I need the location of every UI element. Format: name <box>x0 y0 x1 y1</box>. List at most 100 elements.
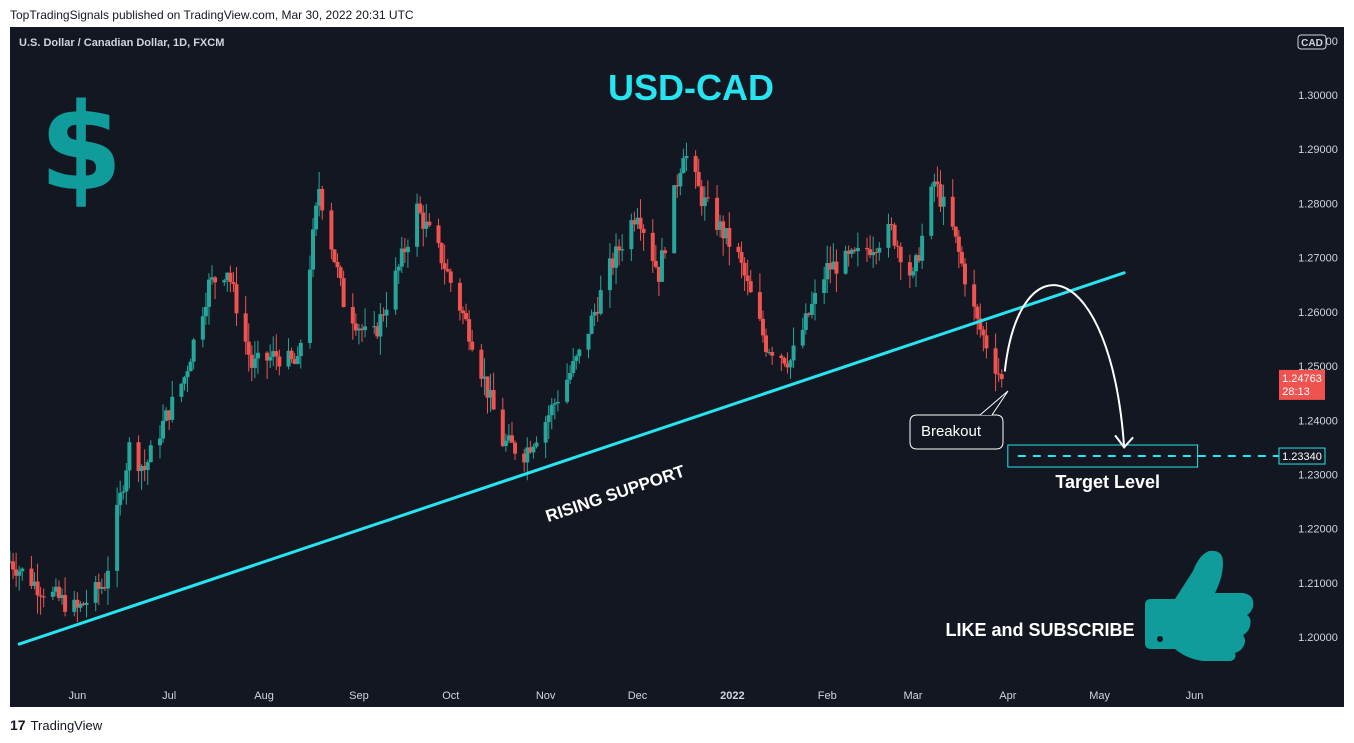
candle-body <box>610 258 615 268</box>
candle-body <box>142 465 147 470</box>
candle-body <box>938 184 943 207</box>
price-tick-label: 1.30000 <box>1298 90 1338 102</box>
candle-body <box>118 492 123 505</box>
candle <box>555 390 560 412</box>
candle-body <box>182 377 187 384</box>
candle-body <box>855 247 860 252</box>
candle-body <box>871 252 876 256</box>
candle <box>11 552 16 580</box>
candle-body <box>718 221 723 230</box>
candle <box>41 588 46 608</box>
candle <box>996 358 1001 383</box>
candle-body <box>399 248 404 267</box>
candle <box>439 242 444 270</box>
chart-title: USD-CAD <box>608 67 774 108</box>
candle-body <box>653 260 658 267</box>
candle <box>307 255 312 349</box>
candle <box>393 257 398 315</box>
candle-body <box>488 390 493 398</box>
candle <box>684 142 689 172</box>
candle-body <box>274 351 279 357</box>
candle <box>699 180 704 216</box>
candle-body <box>629 220 634 250</box>
candle-body <box>614 246 619 268</box>
candle <box>17 565 22 591</box>
candle-body <box>770 351 775 356</box>
candle-body <box>898 246 903 263</box>
candle <box>874 248 879 265</box>
candle-body <box>886 224 891 248</box>
candle <box>60 588 65 605</box>
candle-body <box>203 306 208 317</box>
footer-brand[interactable]: TradingView <box>30 717 103 733</box>
candle-body <box>439 243 444 264</box>
candle-body <box>491 390 496 410</box>
candle-body <box>298 342 303 357</box>
candle <box>222 278 227 286</box>
candle <box>681 148 686 174</box>
candle-body <box>503 440 508 447</box>
candle-body <box>93 582 98 603</box>
candle <box>491 372 496 410</box>
candle <box>678 168 683 196</box>
candle <box>255 340 260 375</box>
candle-body <box>314 205 319 230</box>
candle <box>286 338 291 370</box>
candle <box>629 213 634 262</box>
candle <box>724 227 729 245</box>
candle-body <box>785 363 790 368</box>
candle-body <box>767 351 772 353</box>
candle-body <box>812 292 817 304</box>
candle-body <box>984 335 989 349</box>
candle <box>721 215 726 256</box>
candlestick-chart[interactable]: RISING SUPPORT 1.200001.210001.220001.23… <box>10 27 1344 707</box>
candle <box>375 322 380 340</box>
candle-body <box>200 316 205 340</box>
candle-body <box>353 323 358 331</box>
price-tick-label: 1.22000 <box>1298 524 1338 536</box>
candle-body <box>145 462 150 470</box>
candle-body <box>760 318 765 336</box>
footer: 17 TradingView <box>10 717 102 733</box>
candle <box>200 307 205 348</box>
candle <box>809 291 814 319</box>
candle <box>522 448 527 472</box>
candle <box>234 267 239 326</box>
candle <box>167 409 172 431</box>
candle-body <box>534 442 539 447</box>
candle <box>574 354 579 370</box>
candle-body <box>592 311 597 316</box>
candle-body <box>124 470 129 492</box>
candle-body <box>555 401 560 404</box>
candle <box>353 313 358 336</box>
candle-body <box>764 335 769 352</box>
candle <box>210 265 215 285</box>
candle <box>727 212 732 266</box>
candle-body <box>791 345 796 361</box>
candle-body <box>268 356 273 361</box>
candle-body <box>292 359 297 364</box>
currency-badge <box>1297 34 1327 50</box>
candle <box>341 270 346 308</box>
candle-body <box>724 228 729 239</box>
candle-body <box>806 313 811 315</box>
candle-body <box>210 277 215 280</box>
candle <box>956 230 961 269</box>
candle-body <box>586 333 591 350</box>
candle-body <box>461 310 466 314</box>
candle <box>311 218 316 278</box>
candle-body <box>161 420 166 439</box>
candle-body <box>402 248 407 253</box>
candle-body <box>852 249 857 252</box>
candle-body <box>849 249 854 254</box>
candle-body <box>424 221 429 229</box>
target-level-label: Target Level <box>1055 472 1160 492</box>
candle <box>650 219 655 273</box>
time-tick-label: 2022 <box>720 690 744 702</box>
candle <box>785 352 790 374</box>
candle <box>953 226 958 244</box>
candle <box>378 303 383 355</box>
candle-body <box>721 221 726 239</box>
candle <box>314 202 319 236</box>
candle <box>614 233 619 285</box>
